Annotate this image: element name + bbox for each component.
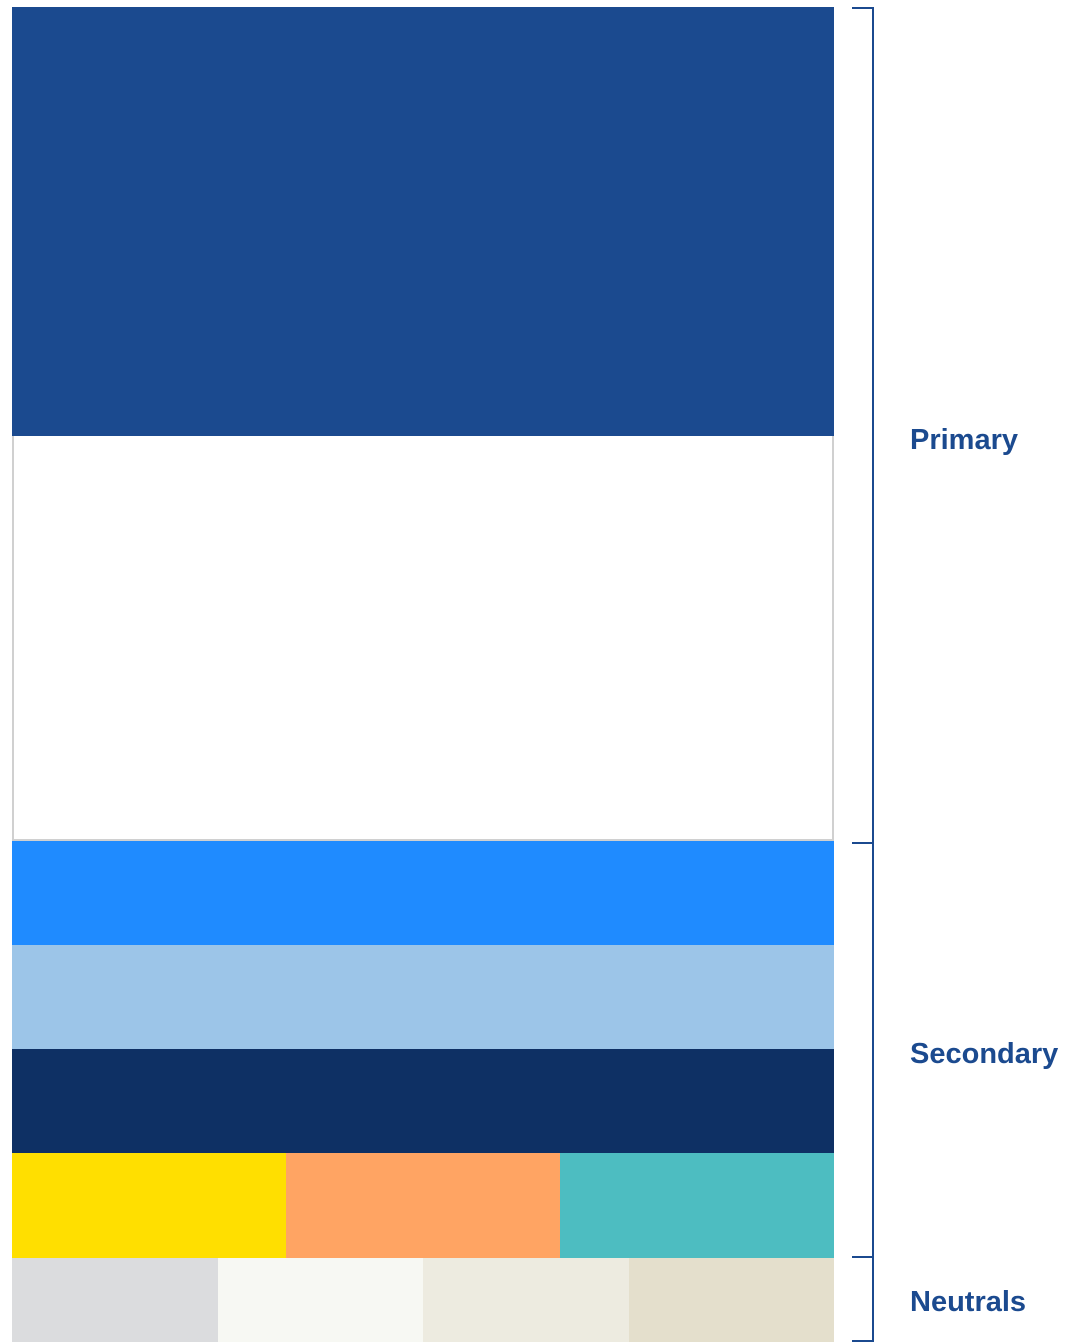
swatch-secondary-orange: [286, 1153, 560, 1258]
swatch-secondary-teal: [560, 1153, 834, 1258]
swatch-secondary-bright-blue: [12, 841, 834, 945]
primary-bracket: [852, 7, 874, 844]
swatch-primary-navy: [12, 7, 834, 436]
neutrals-bracket: [852, 1256, 874, 1342]
swatch-neutral-cream: [423, 1258, 629, 1342]
swatch-primary-white: [12, 436, 834, 841]
swatch-secondary-light-blue: [12, 945, 834, 1049]
primary-label: Primary: [910, 424, 1019, 456]
neutrals-label: Neutrals: [910, 1286, 1027, 1318]
secondary-bracket: [852, 840, 874, 1256]
swatch-neutral-gray: [12, 1258, 218, 1342]
swatch-secondary-dark-navy: [12, 1049, 834, 1153]
swatch-neutral-off-white: [218, 1258, 423, 1342]
secondary-label: Secondary: [910, 1038, 1059, 1070]
swatch-secondary-yellow: [12, 1153, 286, 1258]
swatch-neutral-beige: [629, 1258, 834, 1342]
